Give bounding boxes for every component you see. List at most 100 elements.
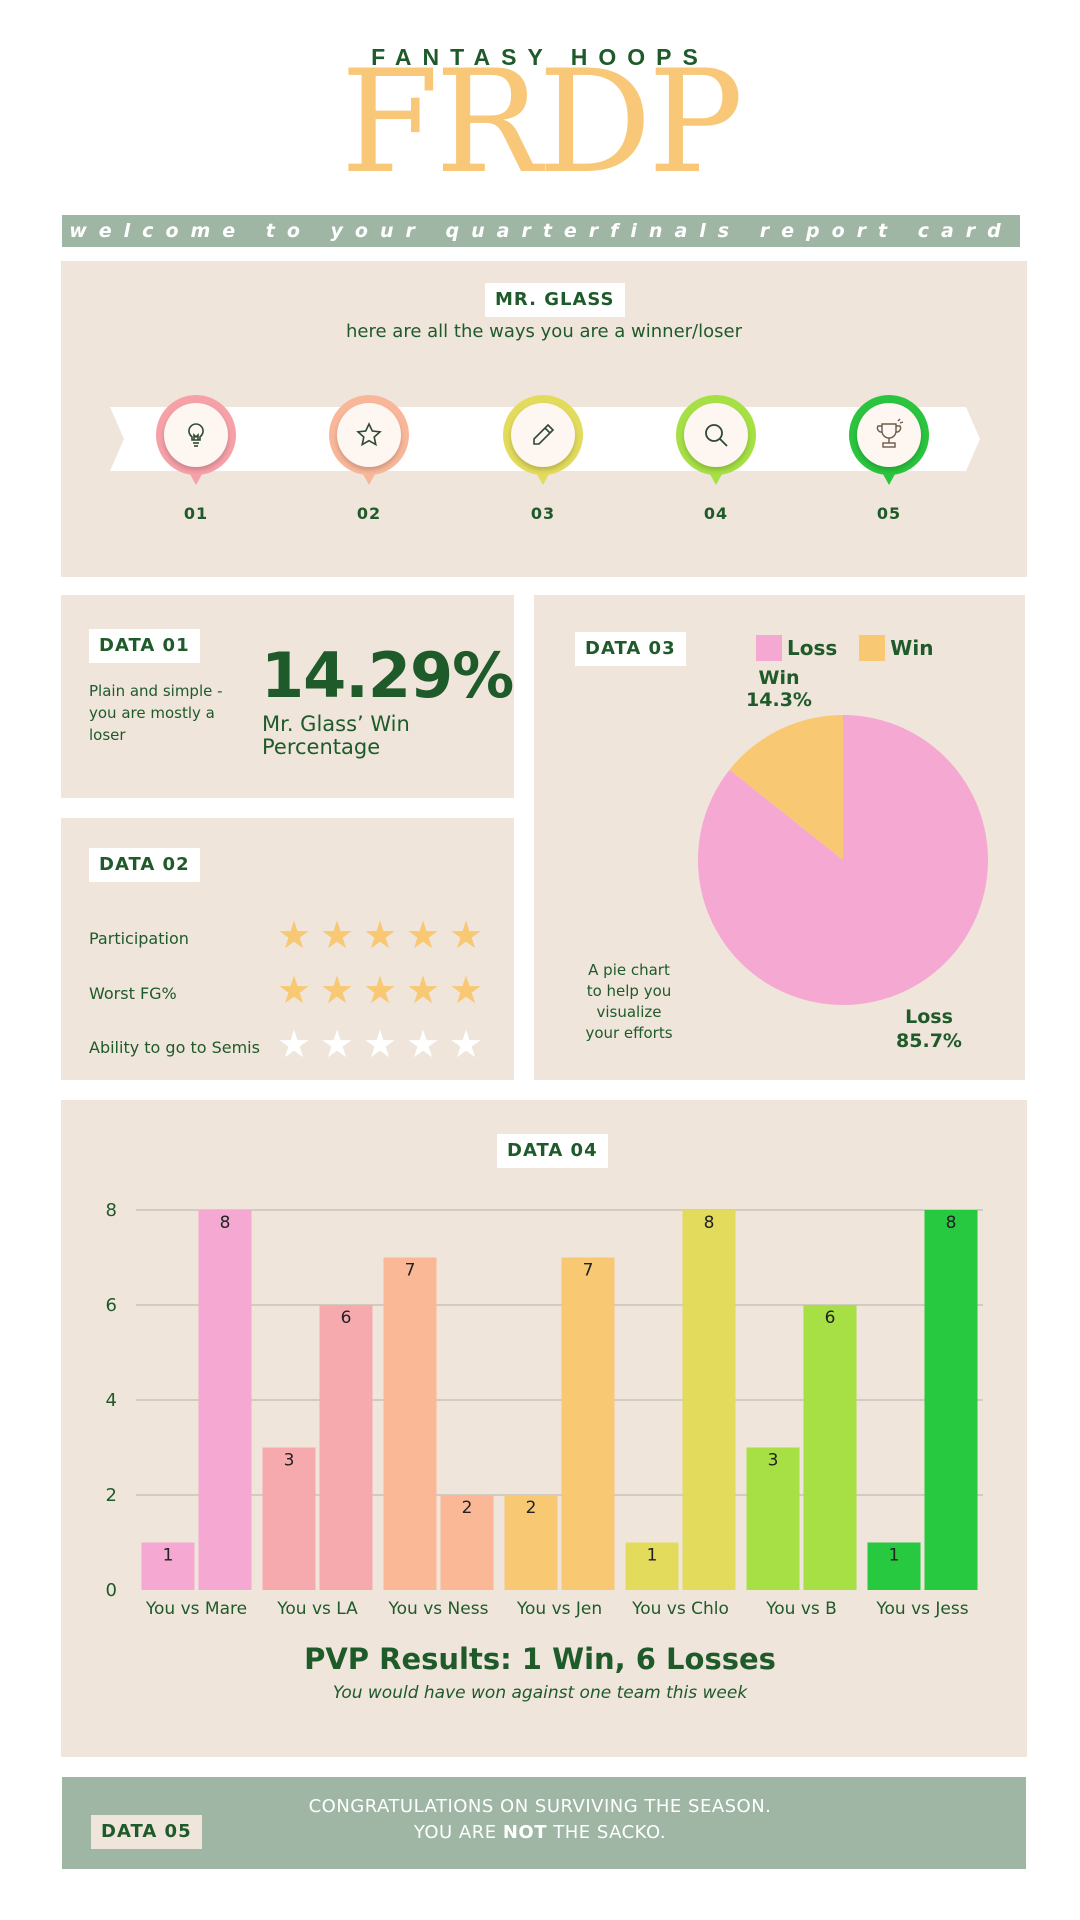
pin-tip	[879, 467, 899, 485]
bar	[141, 1542, 195, 1590]
bar-value-label: 7	[583, 1261, 594, 1281]
y-tick-label: 4	[106, 1390, 117, 1411]
bar	[383, 1257, 437, 1590]
pie-chart	[698, 715, 988, 1005]
star-filled-icon: ★	[277, 913, 312, 957]
timeline-step-number: 02	[356, 504, 382, 523]
congrats-line-2-post: THE SACKO.	[547, 1822, 667, 1843]
star-filled-icon: ★	[277, 968, 312, 1012]
data01-panel: DATA 01 Plain and simple - you are mostl…	[61, 595, 514, 798]
trophy-icon	[872, 418, 906, 452]
x-category-label: You vs LA	[276, 1599, 358, 1619]
y-tick-label: 0	[106, 1580, 117, 1601]
caption-line-1: Mr. Glass’ Win	[262, 712, 410, 736]
timeline-step-number: 05	[876, 504, 902, 523]
timeline-pin-03	[503, 395, 583, 505]
rating-stars: ★ ★ ★ ★ ★	[277, 1025, 483, 1063]
bar	[803, 1305, 857, 1590]
pie-label-win-pct: 14.3%	[746, 689, 812, 711]
bar-value-label: 8	[946, 1213, 957, 1233]
pie-legend: Loss Win	[756, 635, 933, 661]
pie-desc-line: A pie chart	[588, 961, 670, 979]
x-category-label: You vs Ness	[388, 1599, 489, 1619]
pie-slice-win	[729, 715, 843, 860]
rating-label: Participation	[89, 929, 189, 948]
star-empty-icon: ★	[449, 1022, 484, 1066]
y-tick-label: 6	[106, 1295, 117, 1316]
bar	[867, 1542, 921, 1590]
x-category-label: You vs Mare	[145, 1599, 247, 1619]
star-filled-icon: ★	[406, 913, 441, 957]
pin-icon-holder	[857, 403, 921, 467]
timeline-step-number: 03	[530, 504, 556, 523]
congrats-line-2: YOU ARE NOT THE SACKO.	[0, 1822, 1080, 1843]
y-tick-label: 2	[106, 1485, 117, 1506]
bar	[440, 1495, 494, 1590]
pin-tip	[186, 467, 206, 485]
data03-tag: DATA 03	[575, 632, 686, 666]
rating-label: Worst FG%	[89, 984, 177, 1003]
bar-value-label: 8	[704, 1213, 715, 1233]
star-empty-icon: ★	[320, 1022, 355, 1066]
bar-value-label: 1	[163, 1546, 174, 1566]
star-filled-icon: ★	[320, 913, 355, 957]
pie-label-loss-name: Loss	[905, 1006, 953, 1028]
pin-tip	[359, 467, 379, 485]
pie-label-loss: Loss 85.7%	[874, 1005, 984, 1053]
bar	[625, 1542, 679, 1590]
bar	[924, 1210, 978, 1590]
rating-stars: ★ ★ ★ ★ ★	[277, 916, 483, 954]
rating-label: Ability to go to Semis	[89, 1038, 260, 1057]
legend-swatch-loss	[756, 635, 782, 661]
data05-tag: DATA 05	[91, 1815, 202, 1849]
timeline-pin-05	[849, 395, 929, 505]
timeline-pin-01	[156, 395, 236, 505]
timeline-step-number: 01	[183, 504, 209, 523]
pvp-summary: PVP Results: 1 Win, 6 Losses	[304, 1642, 776, 1676]
pin-icon-holder	[684, 403, 748, 467]
timeline-pin-02	[329, 395, 409, 505]
win-percentage-value: 14.29%	[261, 639, 514, 712]
star-empty-icon: ★	[363, 1022, 398, 1066]
pie-label-loss-pct: 85.7%	[896, 1030, 962, 1052]
star-filled-icon: ★	[363, 968, 398, 1012]
star-empty-icon: ★	[406, 1022, 441, 1066]
x-category-label: You vs Jen	[516, 1599, 602, 1619]
pie-description: A pie chart to help you visualize your e…	[574, 960, 684, 1044]
brand-logo: FRDP	[340, 40, 744, 205]
bar-value-label: 7	[405, 1261, 416, 1281]
star-filled-icon: ★	[449, 913, 484, 957]
timeline-step-number: 04	[703, 504, 729, 523]
bar-value-label: 6	[825, 1308, 836, 1328]
x-category-label: You vs Chlo	[631, 1599, 729, 1619]
legend-label-win: Win	[890, 636, 934, 660]
y-tick-label: 8	[106, 1200, 117, 1221]
pin-icon-holder	[511, 403, 575, 467]
data04-tag: DATA 04	[497, 1134, 608, 1168]
rating-stars: ★ ★ ★ ★ ★	[277, 971, 483, 1009]
bar-value-label: 1	[889, 1546, 900, 1566]
star-empty-icon: ★	[277, 1022, 312, 1066]
star-filled-icon: ★	[363, 913, 398, 957]
bar	[504, 1495, 558, 1590]
pie-label-win: Win 14.3%	[724, 667, 834, 711]
bar	[682, 1210, 736, 1590]
bar-value-label: 6	[341, 1308, 352, 1328]
data04-panel: DATA 04 0 2 4 6 8 1 8 You vs Mare 3 6 You vs LA 7 2 Y…	[61, 1100, 1027, 1757]
x-category-label: You vs Jess	[875, 1599, 968, 1619]
pin-tip	[533, 467, 553, 485]
bar-value-label: 3	[284, 1451, 295, 1471]
bar-value-label: 1	[647, 1546, 658, 1566]
player-name-tag: MR. GLASS	[485, 283, 625, 317]
data01-tag: DATA 01	[89, 629, 200, 663]
bar-value-label: 2	[462, 1498, 473, 1518]
star-filled-icon: ★	[406, 968, 441, 1012]
pie-desc-line: your efforts	[585, 1024, 673, 1042]
congrats-line-1: CONGRATULATIONS ON SURVIVING THE SEASON.	[308, 1796, 772, 1817]
pvp-subtitle: You would have won against one team this…	[332, 1683, 748, 1703]
win-percentage-caption: Mr. Glass’ Win Percentage	[262, 713, 410, 759]
bar	[319, 1305, 373, 1590]
data02-panel: DATA 02 Participation ★ ★ ★ ★ ★ Worst FG% ★ ★ ★ ★ ★…	[61, 818, 514, 1080]
bar-chart: 0 2 4 6 8 1 8 You vs Mare 3 6 You vs LA 7 2 You vs Ne…	[106, 1200, 983, 1619]
pie-desc-line: visualize	[596, 1003, 662, 1021]
